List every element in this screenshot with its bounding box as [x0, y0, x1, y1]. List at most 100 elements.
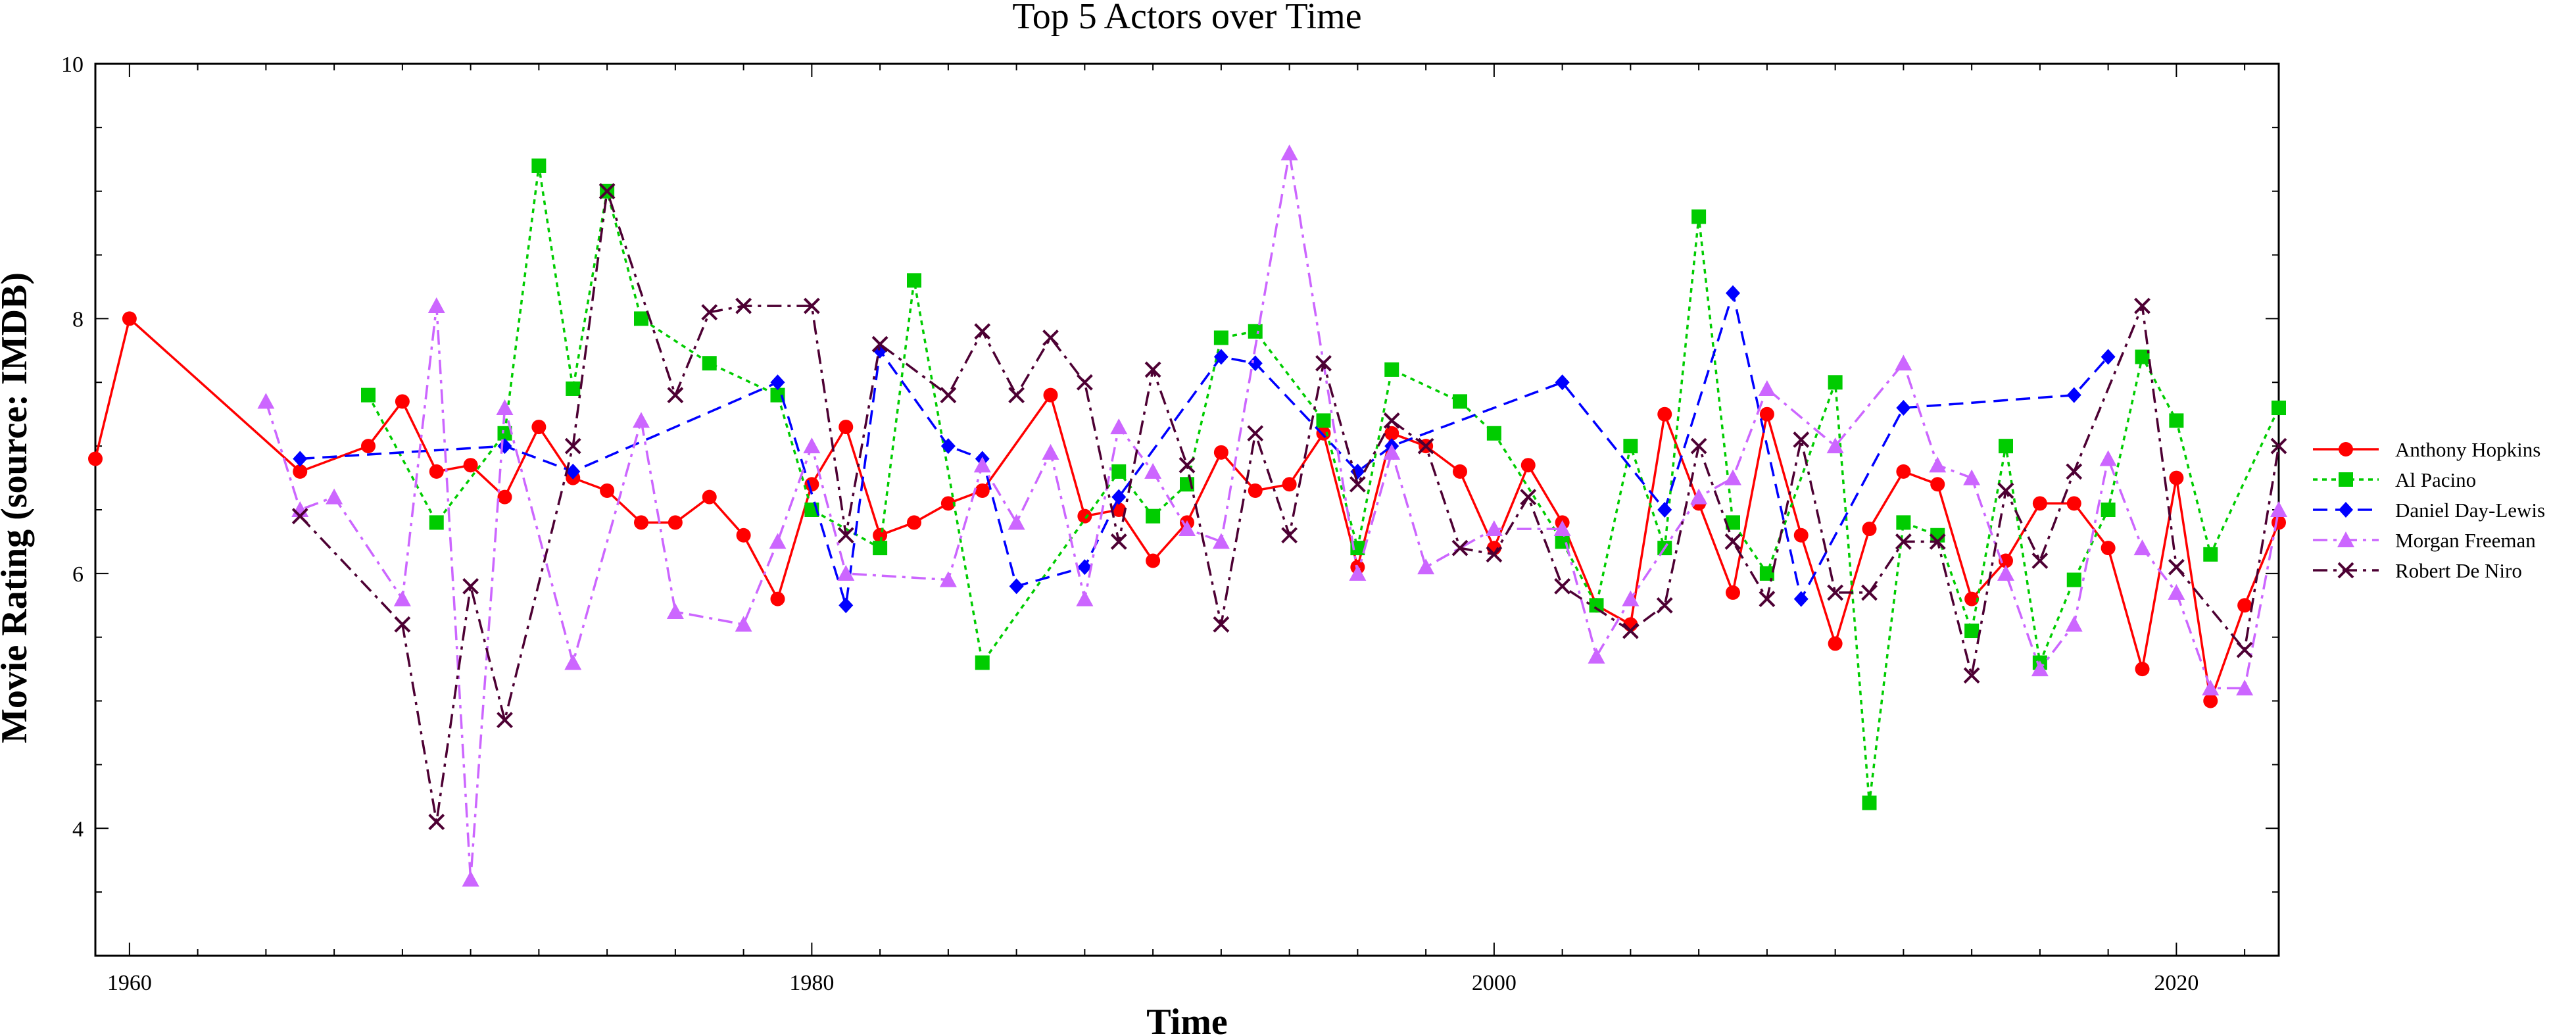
- series-robert-de-niro: [291, 183, 2287, 831]
- data-point-morgan-freeman: [2133, 539, 2151, 556]
- data-point-morgan-freeman: [427, 297, 445, 314]
- data-point-al-pacino: [1146, 508, 1161, 524]
- data-point-daniel-day-lewis: [1077, 559, 1092, 576]
- data-point-morgan-freeman: [1588, 647, 1605, 664]
- data-point-al-pacino: [1111, 464, 1127, 479]
- legend-item-anthony-hopkins: Anthony Hopkins: [2313, 438, 2540, 461]
- data-point-morgan-freeman: [735, 616, 752, 632]
- data-point-robert-de-niro: [1383, 412, 1400, 429]
- data-point-morgan-freeman: [1179, 520, 1196, 537]
- data-point-robert-de-niro: [1247, 425, 1264, 442]
- data-point-al-pacino: [1589, 598, 1604, 613]
- series-anthony-hopkins: [88, 311, 2286, 708]
- data-point-robert-de-niro: [1213, 616, 1230, 633]
- data-point-anthony-hopkins: [2032, 496, 2047, 511]
- data-point-morgan-freeman: [1553, 520, 1571, 537]
- legend-label-morgan-freeman: Morgan Freeman: [2395, 529, 2536, 552]
- data-point-anthony-hopkins: [1999, 553, 2013, 568]
- data-point-anthony-hopkins: [1248, 483, 1263, 498]
- data-point-anthony-hopkins: [2203, 693, 2218, 708]
- data-point-robert-de-niro: [940, 387, 957, 404]
- data-point-anthony-hopkins: [2272, 515, 2286, 530]
- data-point-morgan-freeman: [1042, 443, 1059, 460]
- data-point-daniel-day-lewis: [838, 597, 854, 614]
- data-point-robert-de-niro: [1008, 387, 1025, 404]
- data-point-morgan-freeman: [2065, 616, 2083, 632]
- data-point-robert-de-niro: [1963, 667, 1980, 684]
- data-point-anthony-hopkins: [770, 591, 785, 606]
- data-point-robert-de-niro: [2134, 297, 2151, 314]
- data-point-al-pacino: [2101, 503, 2116, 517]
- data-point-robert-de-niro: [1349, 476, 1366, 493]
- legend-marker-anthony-hopkins: [2339, 442, 2353, 456]
- y-tick-label: 10: [61, 53, 84, 77]
- data-point-morgan-freeman: [1110, 418, 1128, 435]
- data-point-morgan-freeman: [1963, 469, 1981, 485]
- data-point-al-pacino: [1213, 330, 1228, 345]
- data-point-anthony-hopkins: [1453, 464, 1467, 479]
- data-point-al-pacino: [1486, 426, 1501, 441]
- data-point-anthony-hopkins: [1316, 426, 1331, 441]
- data-point-robert-de-niro: [1042, 330, 1059, 346]
- data-point-al-pacino: [907, 273, 921, 288]
- data-point-morgan-freeman: [1212, 533, 1230, 549]
- data-point-daniel-day-lewis: [1657, 502, 1672, 518]
- data-point-robert-de-niro: [701, 304, 718, 321]
- legend-item-al-pacino: Al Pacino: [2313, 468, 2476, 491]
- data-point-anthony-hopkins: [2101, 541, 2116, 556]
- data-point-morgan-freeman: [666, 603, 684, 619]
- data-point-al-pacino: [1691, 209, 1707, 224]
- data-point-anthony-hopkins: [88, 451, 103, 466]
- data-point-robert-de-niro: [497, 712, 513, 729]
- data-point-anthony-hopkins: [975, 483, 990, 498]
- data-point-daniel-day-lewis: [1248, 355, 1263, 372]
- data-point-morgan-freeman: [803, 437, 821, 454]
- data-point-daniel-day-lewis: [1111, 489, 1127, 505]
- x-axis-label: Time: [1146, 1002, 1227, 1036]
- data-point-anthony-hopkins: [122, 311, 137, 326]
- data-point-anthony-hopkins: [1726, 585, 1740, 600]
- data-point-robert-de-niro: [1417, 437, 1434, 455]
- chart-title: Top 5 Actors over Time: [1012, 0, 1361, 37]
- data-point-anthony-hopkins: [2237, 598, 2252, 613]
- data-point-anthony-hopkins: [1043, 387, 1058, 403]
- data-point-morgan-freeman: [2168, 583, 2185, 600]
- data-point-al-pacino: [1384, 362, 1399, 377]
- data-point-al-pacino: [1862, 795, 1877, 810]
- data-point-robert-de-niro: [1997, 482, 2014, 499]
- data-point-robert-de-niro: [1520, 489, 1537, 506]
- x-tick-label: 1980: [789, 971, 834, 995]
- data-point-daniel-day-lewis: [1896, 400, 1911, 416]
- data-point-morgan-freeman: [1383, 443, 1401, 460]
- x-tick-label: 2020: [2154, 971, 2199, 995]
- data-point-anthony-hopkins: [634, 515, 648, 530]
- data-point-al-pacino: [1896, 515, 1911, 530]
- data-point-anthony-hopkins: [1896, 464, 1911, 479]
- data-point-daniel-day-lewis: [770, 374, 785, 391]
- legend-marker-morgan-freeman: [2337, 531, 2354, 547]
- data-point-robert-de-niro: [1451, 539, 1469, 556]
- data-point-al-pacino: [1726, 515, 1740, 530]
- plot-area-frame: [94, 62, 2280, 957]
- data-point-anthony-hopkins: [2066, 496, 2081, 511]
- data-point-robert-de-niro: [1793, 432, 1810, 448]
- data-point-al-pacino: [2066, 572, 2081, 587]
- data-point-anthony-hopkins: [497, 489, 512, 505]
- data-point-anthony-hopkins: [1520, 458, 1536, 473]
- data-point-al-pacino: [634, 311, 648, 326]
- data-point-morgan-freeman: [1724, 469, 1741, 485]
- series-daniel-day-lewis: [293, 285, 2116, 614]
- legend-item-daniel-day-lewis: Daniel Day-Lewis: [2313, 499, 2545, 522]
- legend-label-anthony-hopkins: Anthony Hopkins: [2395, 438, 2540, 461]
- legend-marker-daniel-day-lewis: [2339, 502, 2353, 518]
- data-point-robert-de-niro: [1622, 622, 1639, 639]
- data-point-robert-de-niro: [564, 437, 581, 455]
- data-point-al-pacino: [1623, 439, 1638, 454]
- data-point-daniel-day-lewis: [1555, 374, 1570, 391]
- data-point-al-pacino: [1999, 439, 2013, 454]
- data-point-anthony-hopkins: [2169, 470, 2184, 485]
- series-layer: [88, 144, 2287, 887]
- data-point-morgan-freeman: [2236, 679, 2254, 696]
- legend-item-morgan-freeman: Morgan Freeman: [2313, 529, 2536, 552]
- series-line-daniel-day-lewis: [300, 291, 2109, 607]
